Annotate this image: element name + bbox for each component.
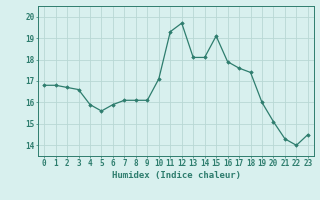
X-axis label: Humidex (Indice chaleur): Humidex (Indice chaleur)	[111, 171, 241, 180]
